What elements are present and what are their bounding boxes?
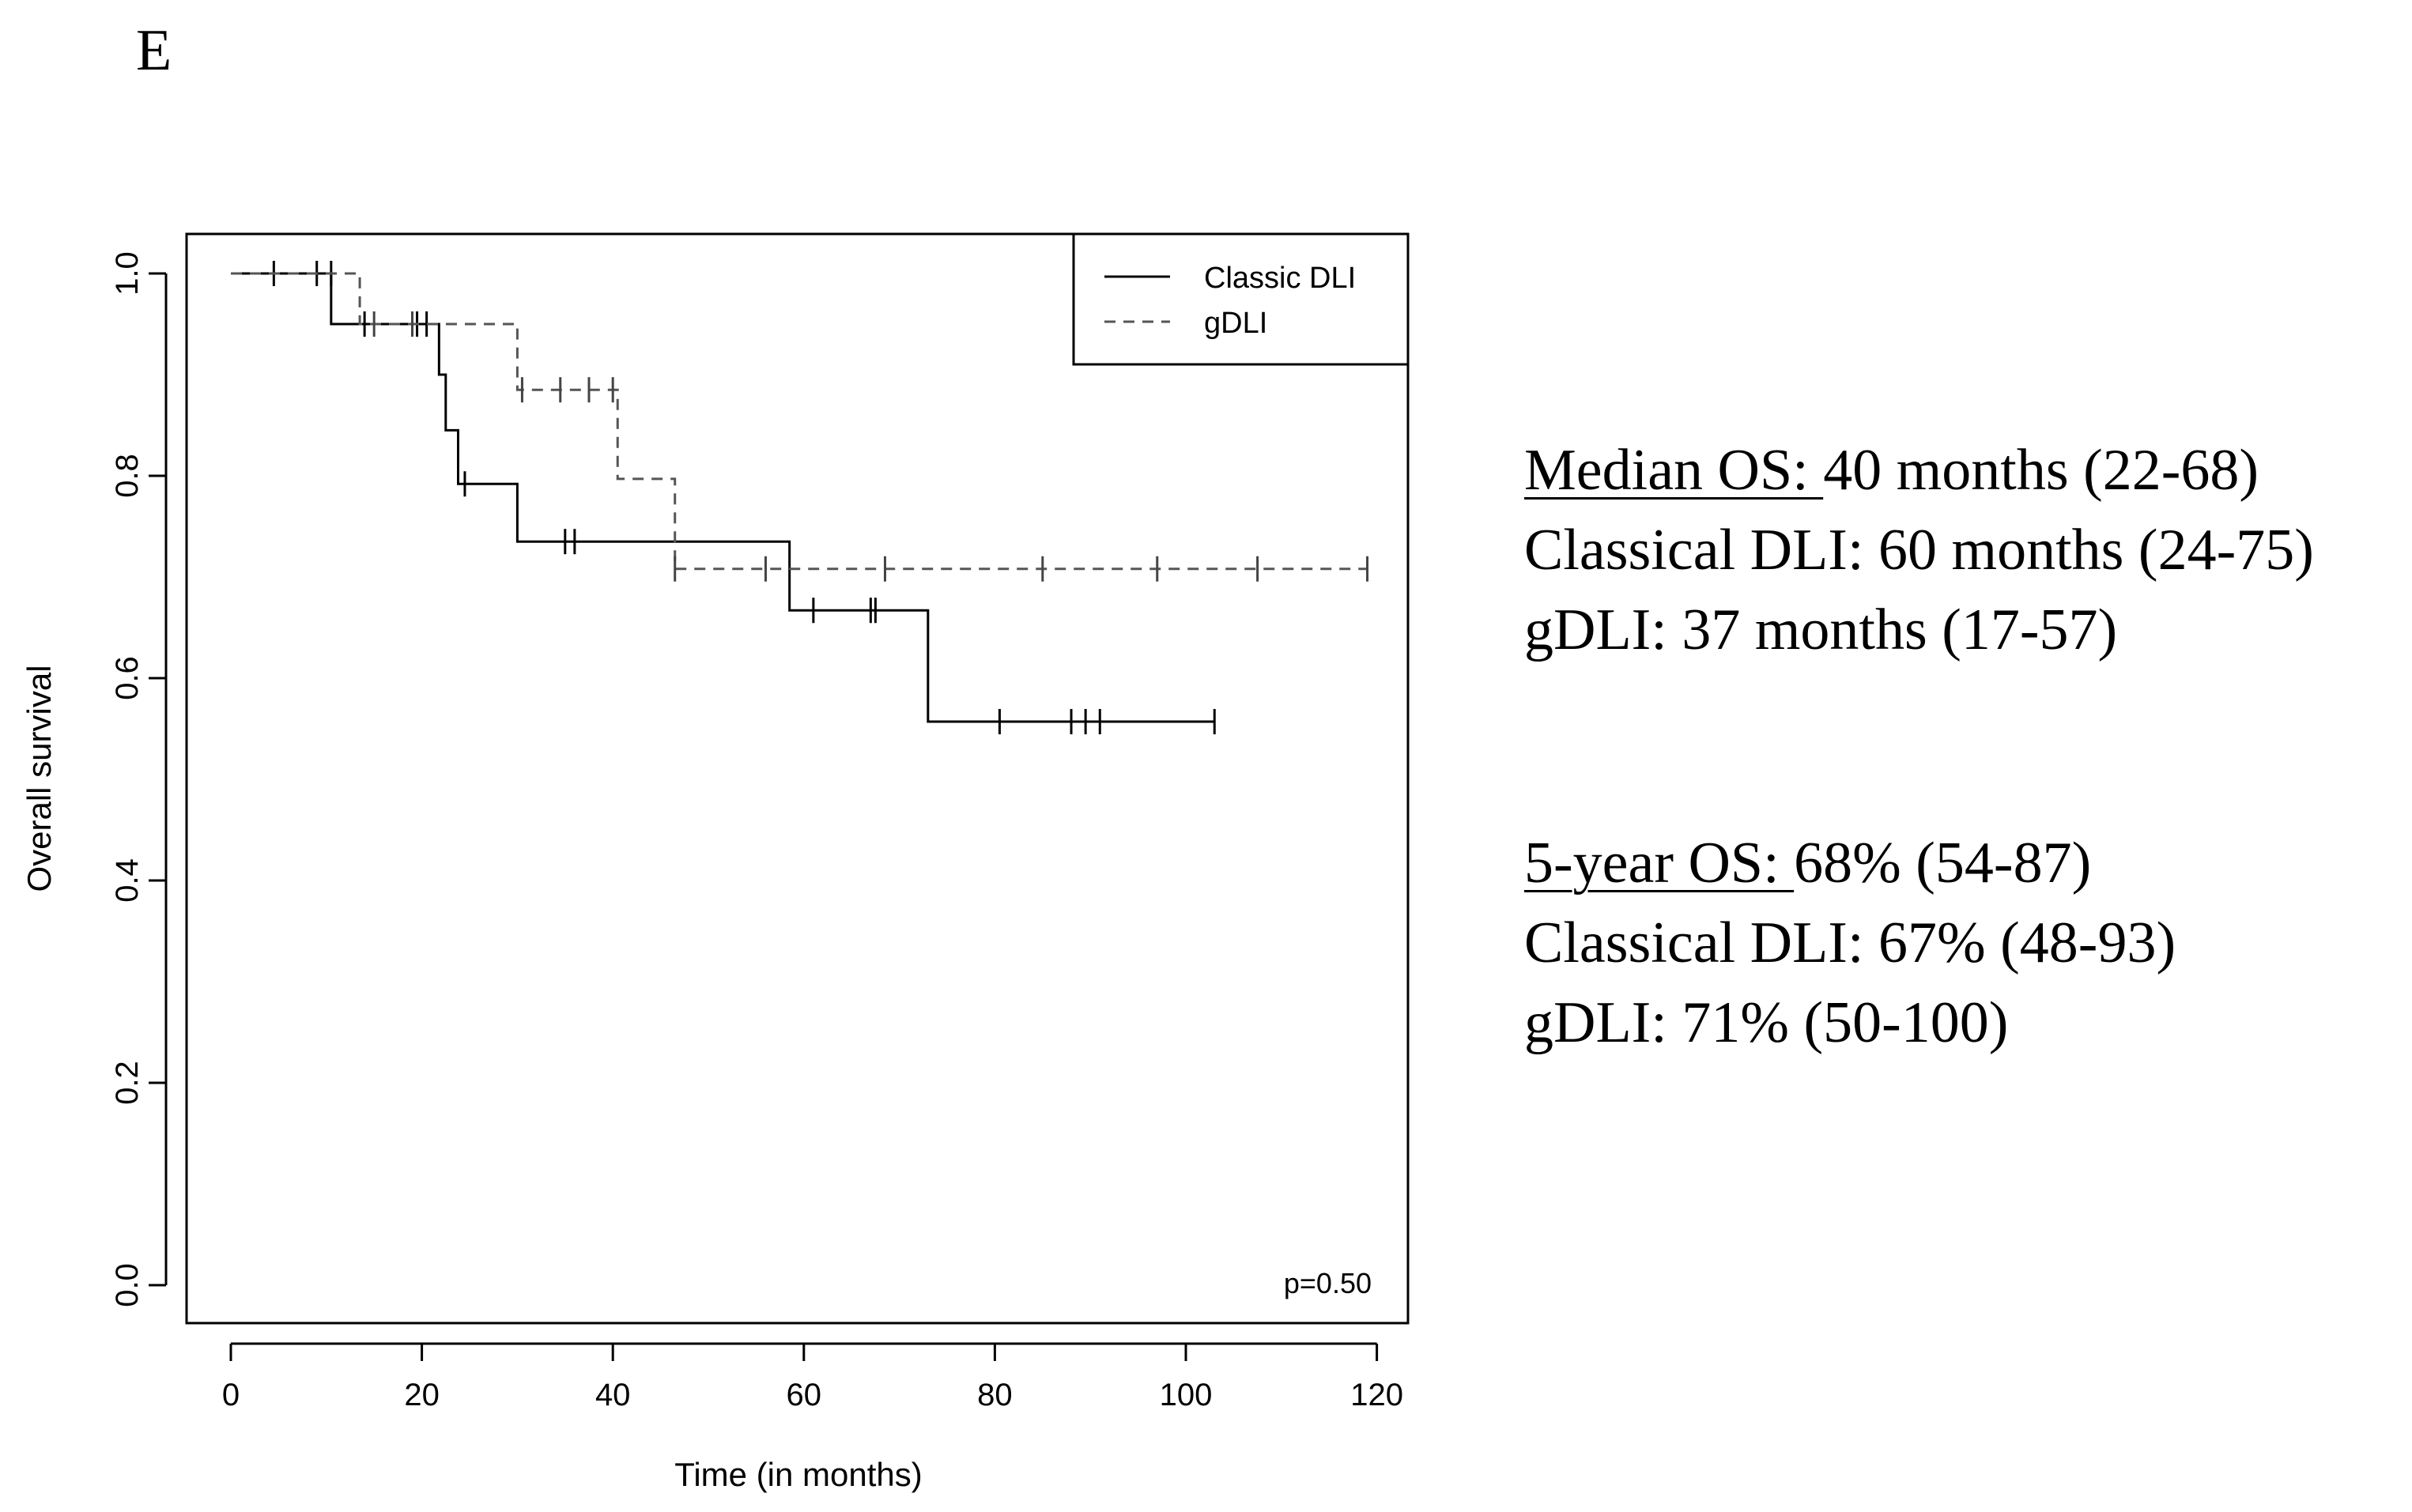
five-year-os-label: 5-year OS: — [1524, 831, 1795, 896]
panel-label: E — [136, 18, 172, 83]
y-tick-label: 0.8 — [110, 454, 145, 498]
y-tick-label: 0.2 — [110, 1061, 145, 1105]
median-os-line: Median OS: 40 months (22-68) — [1524, 431, 2314, 511]
x-tick-label: 120 — [1350, 1378, 1403, 1412]
x-tick-label: 80 — [977, 1378, 1013, 1412]
median-os-label: Median OS: — [1524, 438, 1824, 503]
legend-label-classic-dli: Classic DLI — [1204, 262, 1356, 295]
x-tick-label: 0 — [222, 1378, 240, 1412]
legend-box — [1072, 232, 1410, 366]
five-year-os-gdli: gDLI: 71% (50-100) — [1524, 990, 2009, 1055]
axes-layer: 0 20 40 60 80 100 120 0.0 0.2 0.4 0.6 0.8 1.0 — [110, 251, 1403, 1412]
y-axis-label: Overall survival — [21, 665, 58, 892]
x-tick-label: 100 — [1160, 1378, 1213, 1412]
x-tick-label: 20 — [404, 1378, 440, 1412]
legend: Classic DLI gDLI — [1072, 232, 1410, 366]
x-axis-label: Time (in months) — [674, 1456, 923, 1493]
legend-label-gdli: gDLI — [1204, 307, 1267, 340]
p-value-annotation: p=0.50 — [1284, 1267, 1372, 1299]
five-year-os-line: 5-year OS: 68% (54-87) — [1524, 824, 2176, 903]
plot-frame — [185, 232, 1410, 1325]
five-year-os-classical: Classical DLI: 67% (48-93) — [1524, 911, 2176, 975]
five-year-os-stats: 5-year OS: 68% (54-87) Classical DLI: 67… — [1524, 824, 2176, 1063]
median-os-classical: Classical DLI: 60 months (24-75) — [1524, 518, 2314, 583]
survival-curve-gdli — [231, 272, 1368, 571]
x-tick-label: 60 — [787, 1378, 822, 1412]
x-tick-label: 40 — [595, 1378, 631, 1412]
survival-curve-classic-dli — [231, 272, 1215, 723]
series-layer — [231, 261, 1369, 735]
y-tick-label: 1.0 — [110, 251, 145, 296]
five-year-os-value: 68% (54-87) — [1794, 831, 2092, 896]
y-tick-label: 0.0 — [110, 1263, 145, 1307]
y-tick-label: 0.4 — [110, 858, 145, 903]
median-os-value: 40 months (22-68) — [1823, 438, 2259, 503]
y-tick-label: 0.6 — [110, 656, 145, 700]
median-os-stats: Median OS: 40 months (22-68) Classical D… — [1524, 431, 2314, 670]
median-os-gdli: gDLI: 37 months (17-57) — [1524, 598, 2118, 662]
